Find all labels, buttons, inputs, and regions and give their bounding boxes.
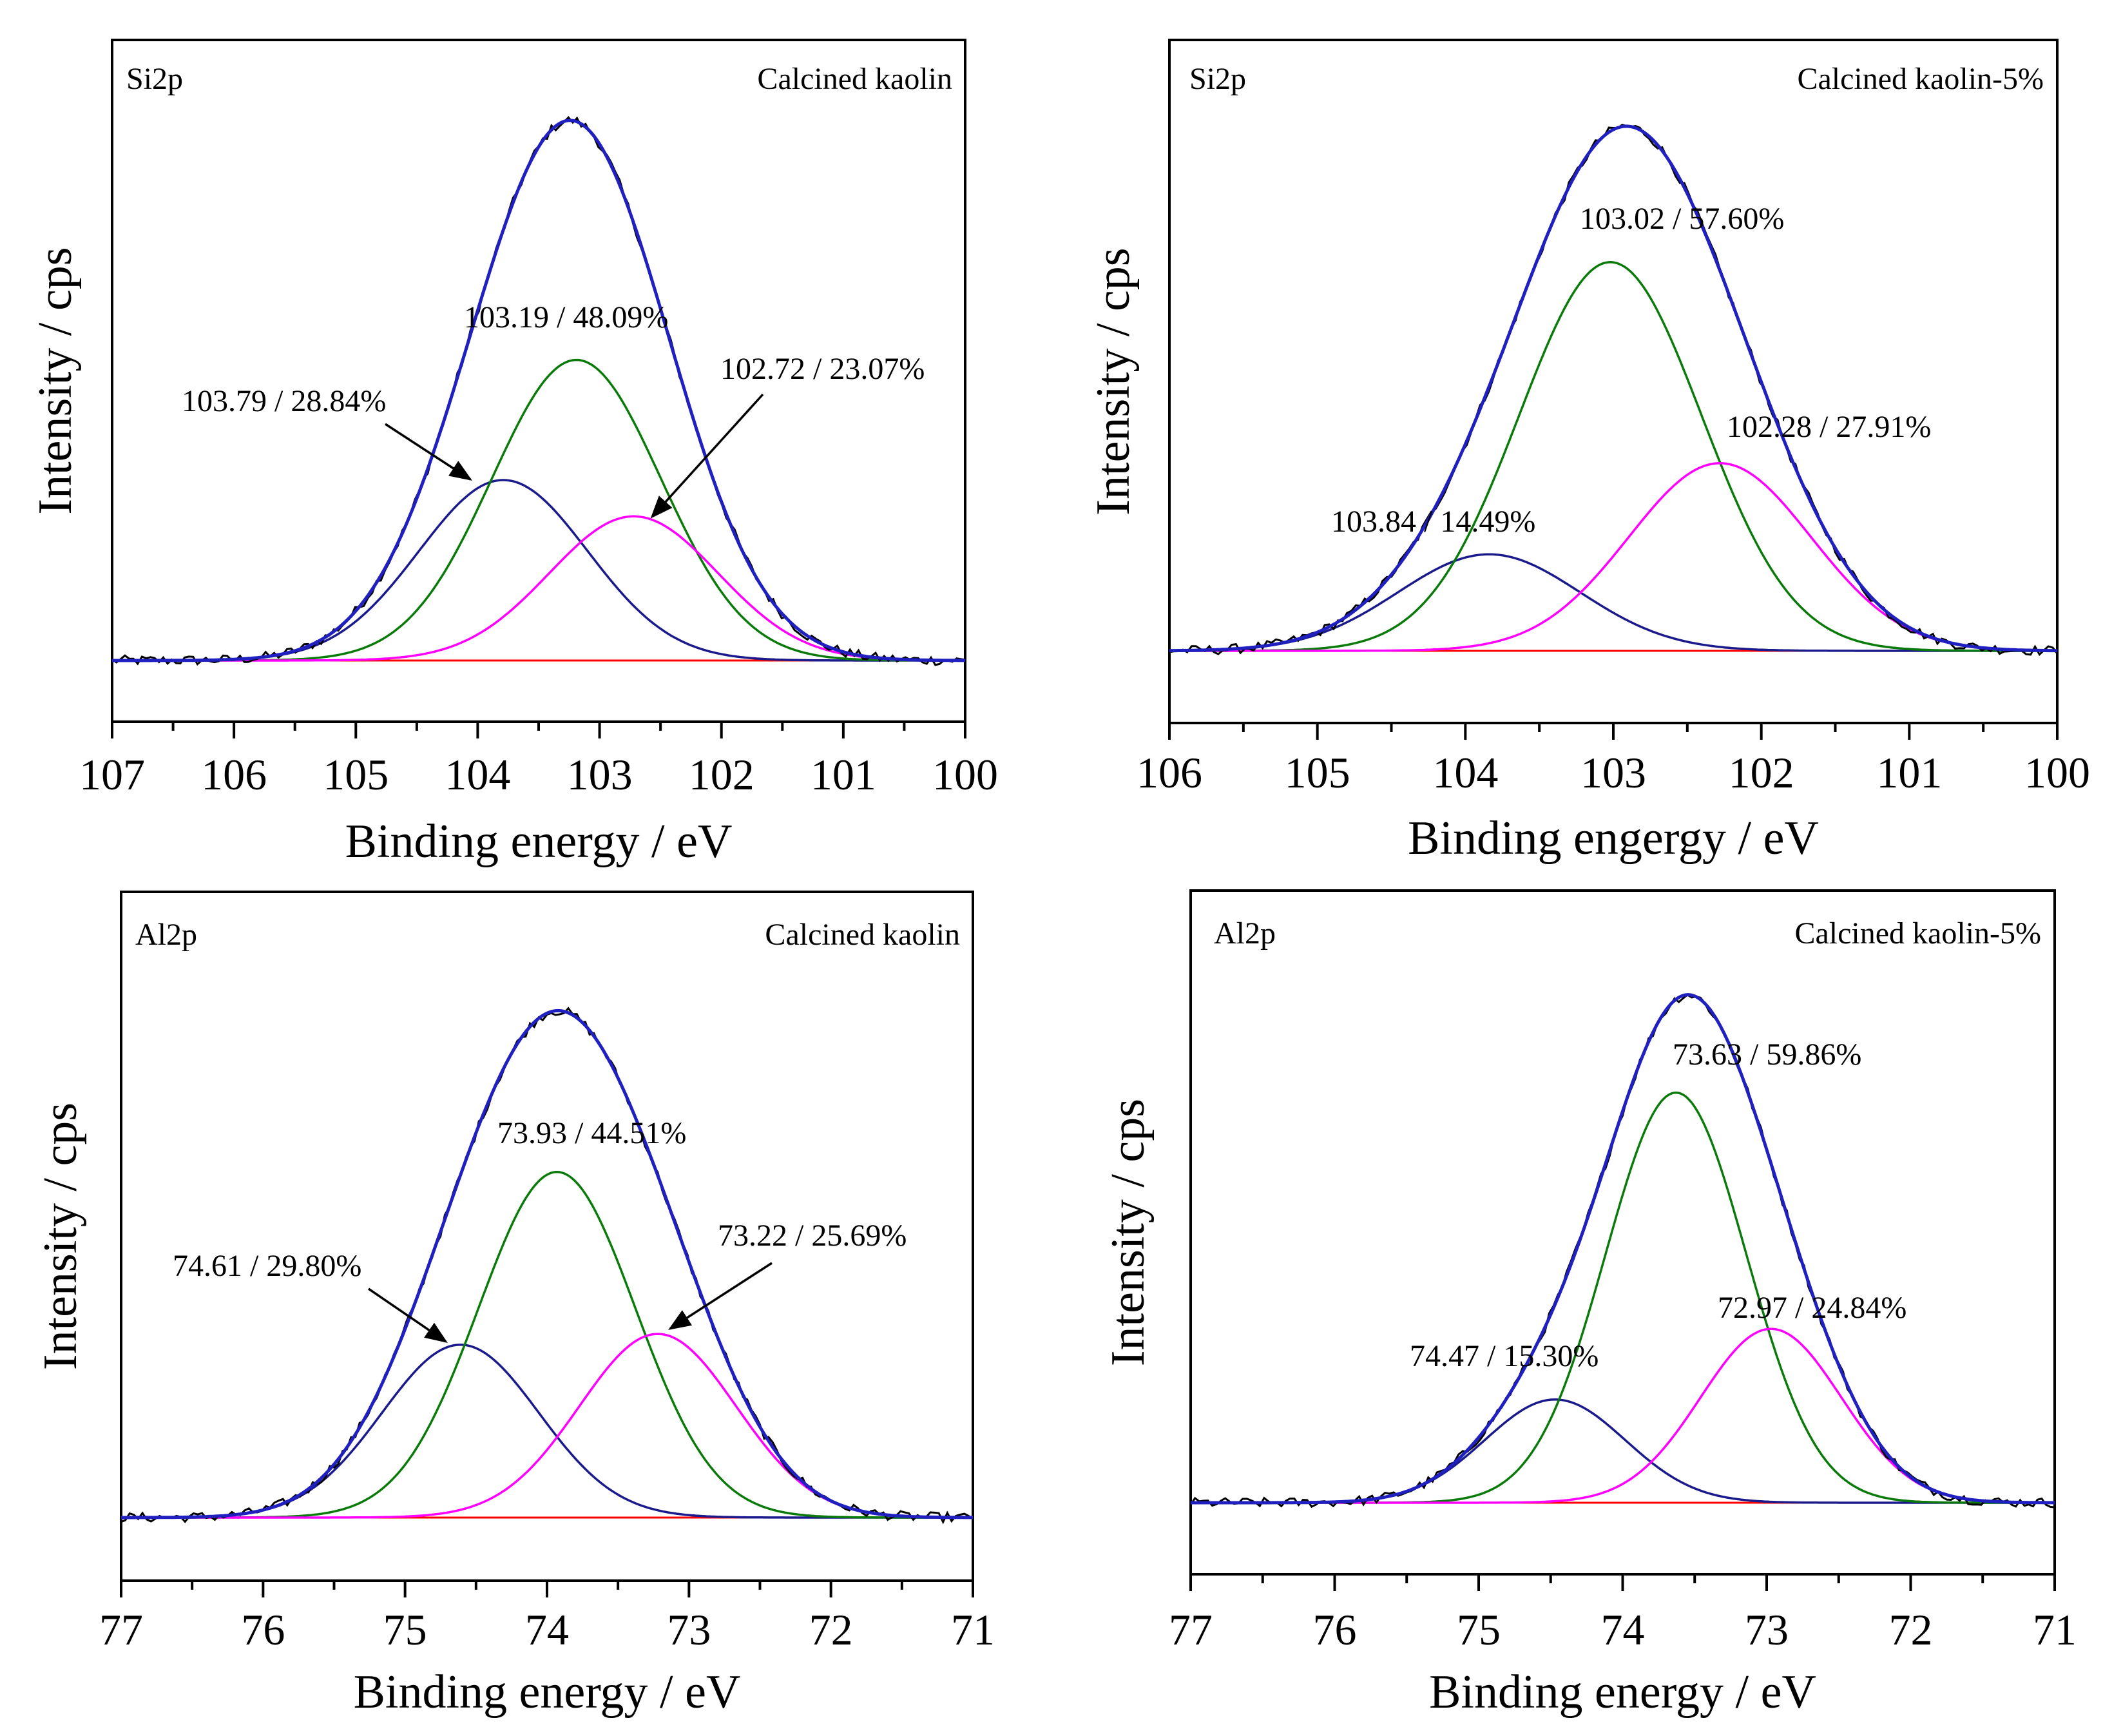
xps-panel-top-left: 107 106 105 104 103 102 101 100 Binding energy /… bbox=[29, 39, 998, 868]
xps-panel-bottom-right: 77 76 75 74 73 72 71 Binding energy / eV Intensi… bbox=[1102, 889, 2077, 1719]
annotation-arrow bbox=[668, 1262, 773, 1330]
x-tick-label: 75 bbox=[1457, 1605, 1501, 1654]
x-tick-label: 102 bbox=[1729, 748, 1794, 797]
peak-annotation: 103.84 / 14.49% bbox=[1331, 505, 1535, 539]
y-axis-label: Intensity / cps bbox=[34, 1103, 87, 1370]
element-tag: Al2p bbox=[1214, 916, 1276, 950]
component-peak-73.22 bbox=[121, 1333, 973, 1519]
x-tick-label: 106 bbox=[1137, 748, 1202, 797]
element-tag: Si2p bbox=[1189, 62, 1246, 96]
x-axis-label: Binding engergy / eV bbox=[1408, 812, 1819, 865]
x-tick-label: 106 bbox=[201, 750, 267, 799]
peak-annotation: 74.47 / 15.30% bbox=[1410, 1339, 1599, 1373]
fitted-envelope bbox=[1169, 124, 2057, 653]
x-tick-label: 105 bbox=[323, 750, 389, 799]
x-tick-label: 74 bbox=[1601, 1605, 1645, 1654]
x-tick-label: 107 bbox=[79, 750, 145, 799]
x-tick-label: 76 bbox=[1313, 1605, 1357, 1654]
y-axis-label: Intensity / cps bbox=[1087, 247, 1140, 515]
component-peak-103.79 bbox=[112, 479, 965, 662]
x-tick-label: 100 bbox=[932, 750, 998, 799]
sample-tag: Calcined kaolin-5% bbox=[1797, 62, 2044, 96]
y-axis-label: Intensity / cps bbox=[1102, 1099, 1155, 1366]
annotation-arrow bbox=[385, 423, 472, 481]
annotation-arrow bbox=[368, 1288, 448, 1343]
peak-annotation: 103.79 / 28.84% bbox=[182, 384, 386, 418]
peak-annotation: 102.28 / 27.91% bbox=[1727, 410, 1931, 444]
x-axis-label: Binding energy / eV bbox=[1429, 1666, 1816, 1719]
peak-annotation: 73.93 / 44.51% bbox=[497, 1116, 686, 1150]
component-peak-103.84 bbox=[1169, 553, 2057, 652]
fitted-envelope bbox=[112, 119, 965, 662]
peak-annotation: 73.63 / 59.86% bbox=[1673, 1037, 1861, 1072]
fitted-envelope bbox=[1191, 993, 2055, 1505]
sample-tag: Calcined kaolin bbox=[765, 918, 960, 952]
x-tick-label: 100 bbox=[2024, 748, 2090, 797]
raw-spectrum bbox=[1189, 994, 2055, 1509]
plot-frame bbox=[1189, 889, 2056, 1576]
peak-annotation: 103.19 / 48.09% bbox=[464, 300, 668, 334]
x-tick-label: 102 bbox=[689, 750, 754, 799]
x-tick-label: 76 bbox=[241, 1605, 285, 1654]
x-tick-label: 71 bbox=[2033, 1605, 2077, 1654]
element-tag: Al2p bbox=[135, 918, 197, 952]
peak-annotation: 103.02 / 57.60% bbox=[1580, 202, 1784, 236]
x-tick-label: 103 bbox=[1580, 748, 1646, 797]
x-tick-label: 71 bbox=[951, 1605, 995, 1654]
peak-annotation: 73.22 / 25.69% bbox=[718, 1219, 907, 1253]
x-axis-label: Binding energy / eV bbox=[354, 1666, 741, 1719]
component-peak-74.61 bbox=[121, 1344, 973, 1519]
peak-annotation: 74.61 / 29.80% bbox=[173, 1249, 361, 1283]
component-peak-102.72 bbox=[112, 515, 965, 662]
x-tick-label: 77 bbox=[1169, 1605, 1213, 1654]
x-tick-label: 104 bbox=[1432, 748, 1498, 797]
fitted-envelope bbox=[121, 1008, 973, 1519]
xps-panel-top-right: 106 105 104 103 102 101 100 Binding engergy / e… bbox=[1087, 39, 2090, 865]
component-peak-103.02 bbox=[1169, 261, 2057, 652]
sample-tag: Calcined kaolin-5% bbox=[1794, 916, 2041, 950]
sample-tag: Calcined kaolin bbox=[757, 62, 952, 96]
component-peak-102.28 bbox=[1169, 462, 2057, 652]
x-tick-label: 77 bbox=[99, 1605, 143, 1654]
peak-annotation: 102.72 / 23.07% bbox=[720, 352, 925, 386]
plot-frame bbox=[1168, 39, 2059, 724]
x-tick-label: 75 bbox=[383, 1605, 427, 1654]
x-tick-label: 104 bbox=[445, 750, 510, 799]
x-tick-label: 101 bbox=[1876, 748, 1942, 797]
y-axis-label: Intensity / cps bbox=[29, 247, 82, 514]
x-tick-label: 73 bbox=[667, 1605, 711, 1654]
x-axis-label: Binding energy / eV bbox=[345, 815, 733, 868]
x-tick-label: 72 bbox=[809, 1605, 853, 1654]
xps-panel-bottom-left: 77 76 75 74 73 72 71 Binding energy / eV Intensi… bbox=[34, 891, 995, 1719]
x-tick-label: 72 bbox=[1889, 1605, 1933, 1654]
x-tick-label: 105 bbox=[1285, 748, 1350, 797]
x-tick-label: 103 bbox=[567, 750, 633, 799]
x-tick-label: 73 bbox=[1745, 1605, 1789, 1654]
component-peak-72.97 bbox=[1191, 1327, 2055, 1504]
x-tick-label: 74 bbox=[525, 1605, 569, 1654]
peak-annotation: 72.97 / 24.84% bbox=[1718, 1291, 1906, 1325]
component-peak-73.63 bbox=[1191, 1091, 2055, 1504]
annotation-arrow bbox=[650, 393, 764, 519]
x-tick-label: 101 bbox=[811, 750, 876, 799]
element-tag: Si2p bbox=[126, 62, 183, 96]
